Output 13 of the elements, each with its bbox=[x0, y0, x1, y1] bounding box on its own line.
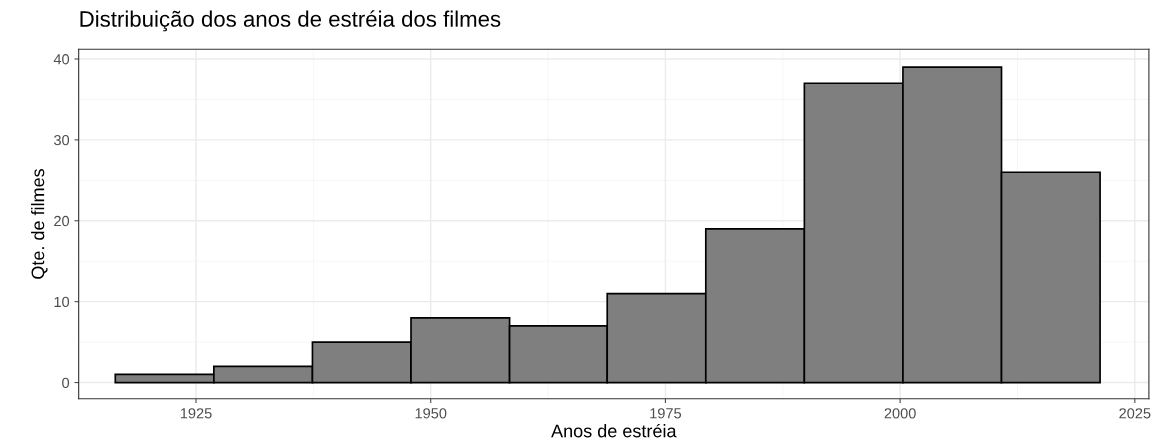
x-axis-title: Anos de estréia bbox=[551, 423, 677, 438]
y-tick-label: 0 bbox=[62, 377, 70, 388]
y-tick-label: 40 bbox=[53, 54, 70, 65]
x-tick-label: 2000 bbox=[884, 408, 916, 419]
y-tick-label: 30 bbox=[53, 134, 70, 146]
x-tick-label: 2025 bbox=[1119, 408, 1151, 419]
x-tick-label: 1975 bbox=[650, 408, 682, 419]
x-tick-label: 1950 bbox=[415, 408, 447, 419]
y-tick-label: 10 bbox=[54, 296, 70, 308]
y-axis-title: Qte. de filmes bbox=[31, 168, 48, 279]
chart-title: Distribuição dos anos de estréia dos filmes bbox=[80, 10, 501, 32]
x-tick-label: 1925 bbox=[180, 408, 212, 419]
y-tick-label: 20 bbox=[54, 215, 70, 227]
